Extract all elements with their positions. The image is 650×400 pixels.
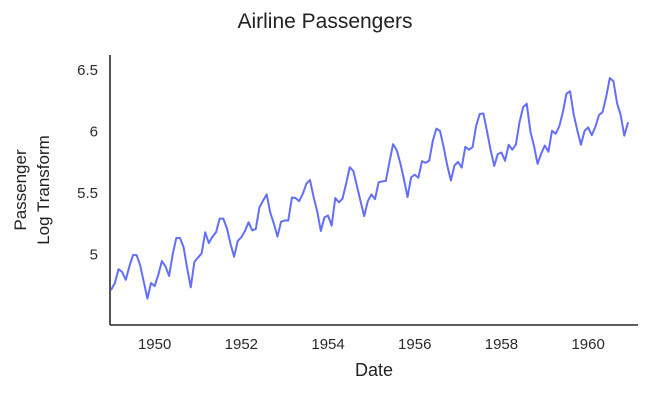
y-tick-label: 6 <box>90 123 98 140</box>
x-tick-label: 1950 <box>138 336 171 353</box>
y-tick-label: 5 <box>90 247 98 264</box>
series-line <box>110 77 629 300</box>
x-tick-label: 1960 <box>571 336 604 353</box>
y-tick-label: 6.5 <box>77 62 98 79</box>
x-tick-label: 1954 <box>311 336 344 353</box>
x-tick-label: 1956 <box>398 336 431 353</box>
y-tick-label: 5.5 <box>77 185 98 202</box>
chart-title: Airline Passengers <box>237 10 413 33</box>
x-tick-label: 1952 <box>225 336 258 353</box>
x-tick-label: 1958 <box>485 336 518 353</box>
x-axis-label: Date <box>354 360 394 380</box>
